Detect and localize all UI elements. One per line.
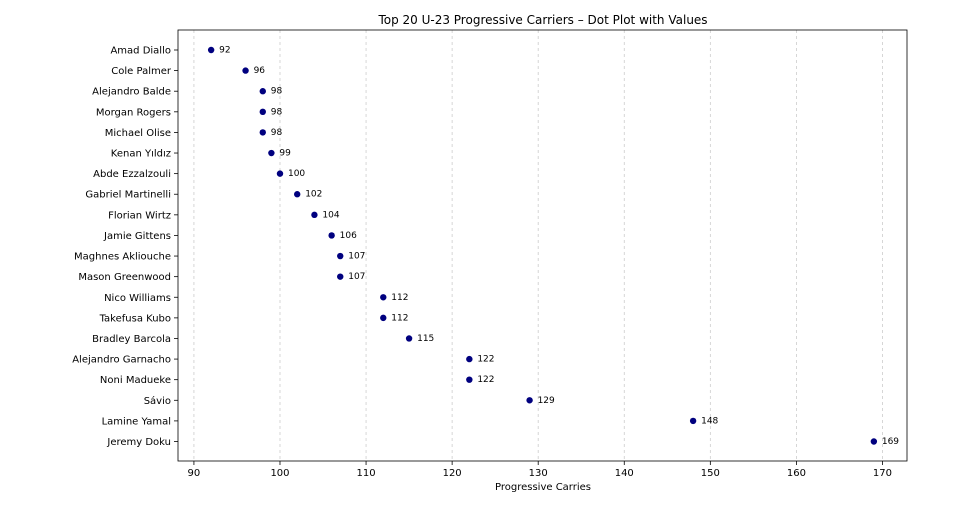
value-label: 112 <box>391 313 408 323</box>
chart-title: Top 20 U-23 Progressive Carriers – Dot P… <box>377 13 707 27</box>
x-tick-label: 150 <box>701 468 720 479</box>
data-point <box>380 314 387 322</box>
value-label: 112 <box>391 293 408 303</box>
x-tick-label: 100 <box>270 468 289 479</box>
y-tick-label: Takefusa Kubo <box>99 313 171 324</box>
data-point <box>311 211 318 219</box>
y-tick-label: Amad Diallo <box>110 46 171 57</box>
data-point <box>870 438 878 445</box>
data-point <box>268 149 275 157</box>
data-point <box>337 252 344 260</box>
y-tick-label: Nico Williams <box>104 293 171 304</box>
data-point <box>466 376 473 383</box>
y-tick-label: Mason Greenwood <box>78 272 171 283</box>
x-tick-label: 140 <box>615 468 634 479</box>
value-label: 102 <box>305 190 322 200</box>
value-label: 104 <box>322 210 339 220</box>
data-point <box>276 170 284 177</box>
data-point <box>294 191 301 198</box>
data-point <box>259 108 266 116</box>
x-tick-label: 110 <box>357 468 376 479</box>
y-tick-label: Cole Palmer <box>111 66 172 77</box>
data-point <box>259 129 266 136</box>
y-tick-label: Alejandro Garnacho <box>72 355 171 366</box>
y-tick-label: Alejandro Balde <box>92 87 171 98</box>
y-tick-label: Jamie Gittens <box>103 231 171 242</box>
x-tick-label: 160 <box>787 468 806 479</box>
y-tick-label: Jeremy Doku <box>106 437 171 448</box>
y-tick-label: Bradley Barcola <box>92 334 171 345</box>
value-label: 107 <box>348 272 365 282</box>
value-label: 107 <box>348 252 365 262</box>
data-point <box>405 335 413 342</box>
data-point <box>328 232 335 239</box>
value-label: 169 <box>882 437 899 447</box>
value-label: 98 <box>271 128 283 138</box>
data-point <box>207 46 215 54</box>
value-label: 98 <box>271 107 283 117</box>
y-tick-label: Abde Ezzalzouli <box>93 169 171 180</box>
value-label: 129 <box>538 396 555 406</box>
plot-frame <box>177 29 908 462</box>
data-point <box>242 67 249 74</box>
x-tick-label: 120 <box>443 468 462 479</box>
y-tick-label: Noni Madueke <box>100 375 171 386</box>
x-tick-label: 170 <box>873 468 892 479</box>
y-tick-label: Gabriel Martinelli <box>85 190 171 201</box>
value-label: 98 <box>271 87 283 97</box>
y-tick-label: Kenan Yıldız <box>111 149 171 160</box>
y-tick-label: Maghnes Akliouche <box>74 252 171 263</box>
y-tick-label: Michael Olise <box>105 128 171 139</box>
x-tick-label: 90 <box>188 468 201 479</box>
value-label: 96 <box>254 66 266 76</box>
value-label: 122 <box>477 375 494 385</box>
value-label: 115 <box>417 334 434 344</box>
data-point <box>380 294 387 301</box>
value-label: 106 <box>340 231 357 241</box>
value-label: 148 <box>701 416 718 426</box>
y-tick-label: Morgan Rogers <box>96 107 171 118</box>
data-point <box>689 417 697 425</box>
value-label: 100 <box>288 169 305 179</box>
value-label: 99 <box>279 149 291 159</box>
x-axis-label: Progressive Carries <box>495 482 591 493</box>
value-label: 92 <box>219 46 230 56</box>
x-tick-label: 130 <box>529 468 548 479</box>
y-tick-label: Florian Wirtz <box>108 210 171 221</box>
x-axis: 90 100 110 120 130 140 150 160 170 <box>188 461 892 479</box>
data-point <box>259 88 266 95</box>
data-point <box>337 273 344 280</box>
y-tick-label: Sávio <box>144 395 171 407</box>
y-tick-label: Lamine Yamal <box>102 416 171 427</box>
data-point <box>466 355 473 363</box>
y-axis: Amad Diallo Cole Palmer Alejandro Balde Mor… <box>72 46 178 448</box>
value-label: 122 <box>477 355 494 365</box>
data-point <box>526 397 533 404</box>
